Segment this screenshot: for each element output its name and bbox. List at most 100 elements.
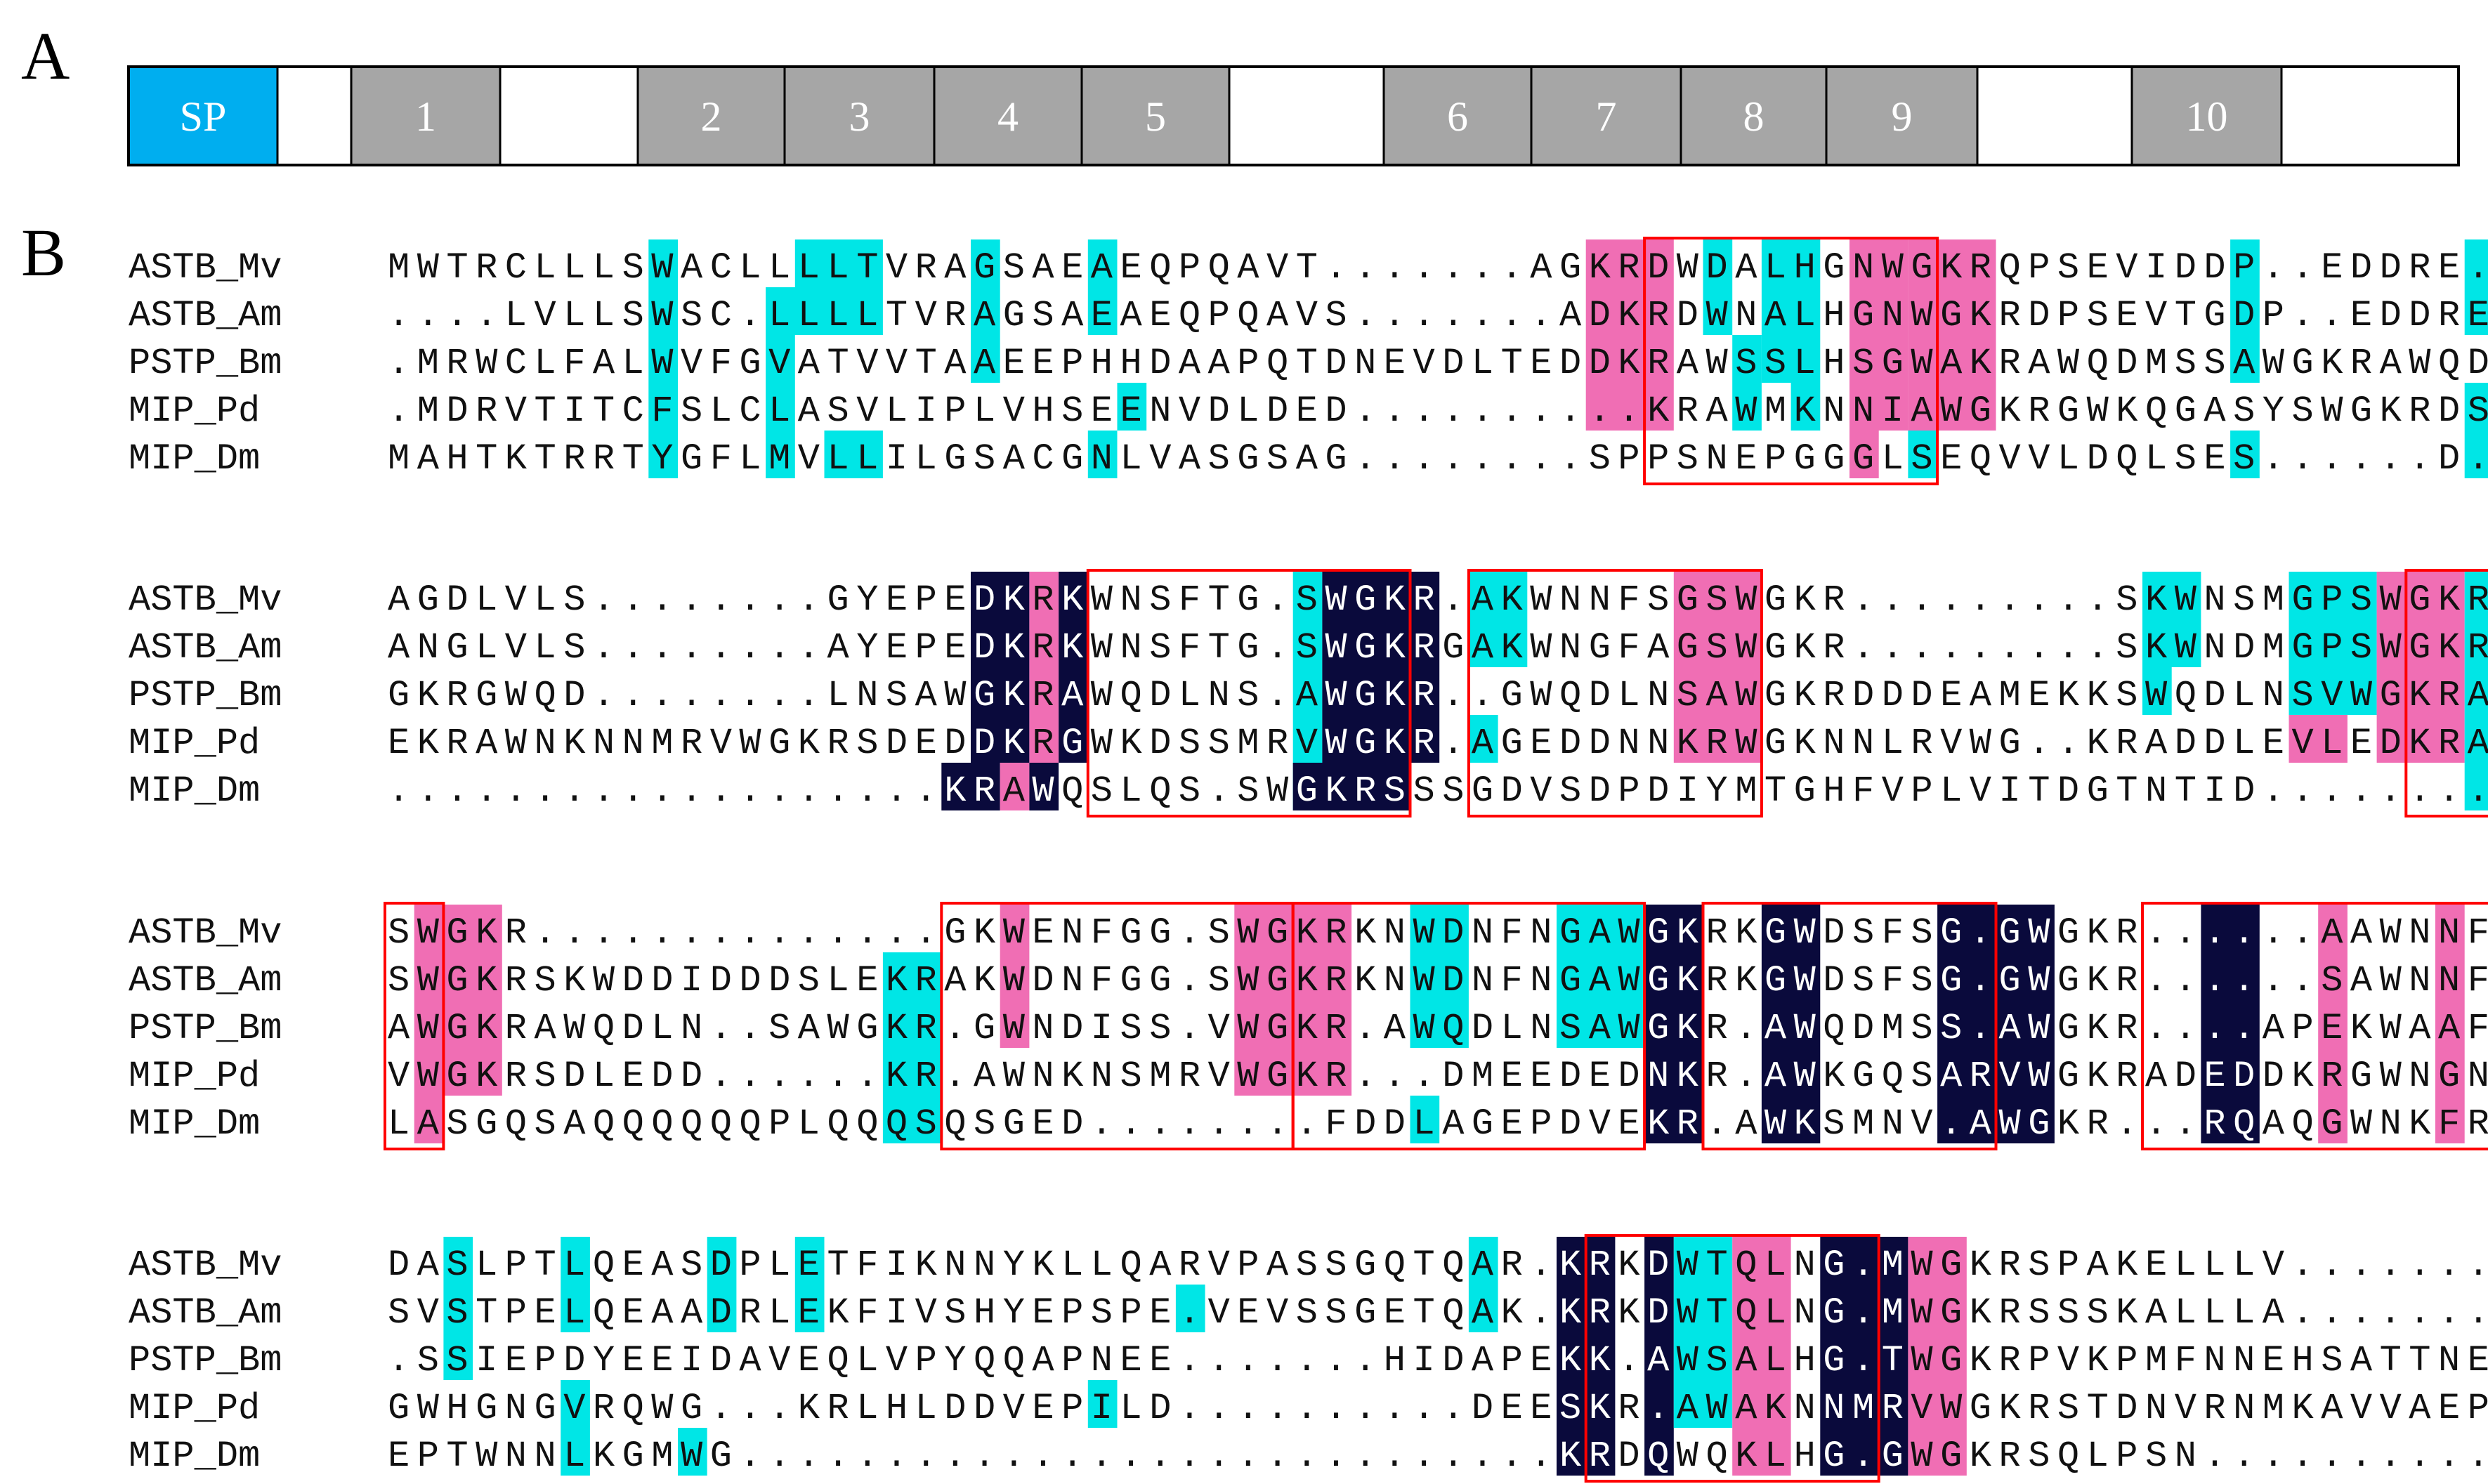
residue-highlight <box>1849 431 1879 478</box>
sequence-alignment: ASTB_Mv MWTRCLLLSWACLLLLTVRAGSAEAEQPQAVT.… <box>129 237 2488 1483</box>
residue-highlight <box>794 239 883 287</box>
motif-box <box>1291 902 1646 1150</box>
residue-highlight <box>1732 335 1762 383</box>
residue-highlight <box>414 952 502 1000</box>
residue-highlight <box>1673 715 1762 763</box>
identical-residue: G <box>1882 1436 1904 1477</box>
residue-highlight <box>971 667 1030 715</box>
identical-residue: W <box>2028 912 2050 954</box>
identical-residue: G <box>1764 960 1786 1002</box>
residue-highlight <box>1644 1332 1674 1380</box>
identical-residue: G <box>1354 627 1376 669</box>
sequence-residues: DASLPTLQEASDPLETFIKNNYKLLQARVPASSGQTQAR.… <box>388 1245 2488 1286</box>
identical-residue: . <box>2233 912 2255 954</box>
residue-highlight <box>1761 239 1821 287</box>
residue-highlight <box>2201 1096 2260 1143</box>
identical-residue: G <box>1823 1436 1845 1477</box>
residue-highlight <box>2435 1096 2465 1143</box>
identical-residue: K <box>1589 1340 1611 1381</box>
identical-residue: G <box>1354 723 1376 764</box>
identical-residue: S <box>1940 1008 1962 1049</box>
residue-highlight <box>1820 1332 1908 1380</box>
identical-residue: W <box>2028 1056 2050 1097</box>
residue-highlight <box>2318 952 2348 1000</box>
identical-residue: W <box>1325 675 1347 716</box>
residue-highlight <box>1322 715 1440 763</box>
residue-highlight <box>1673 1237 1733 1285</box>
residue-highlight <box>1029 572 1059 619</box>
identical-residue: K <box>1677 960 1699 1002</box>
residue-highlight <box>1849 287 1908 335</box>
residue-highlight <box>2464 383 2488 431</box>
identical-residue: K <box>1559 1436 1582 1477</box>
residue-highlight <box>971 619 1030 667</box>
identical-residue: D <box>974 579 995 621</box>
identical-residue: . <box>1647 1388 1669 1429</box>
residue-highlight <box>2435 1000 2465 1048</box>
residue-highlight <box>2464 572 2488 619</box>
residue-highlight <box>648 383 678 431</box>
sequence-name: ASTB_Mv <box>129 579 282 621</box>
residue-highlight <box>1117 383 1147 431</box>
residue-highlight <box>1761 1048 1821 1096</box>
residue-highlight <box>1761 335 1821 383</box>
sequence-name: MIP_Pd <box>129 1388 260 1429</box>
identical-residue: R <box>1413 627 1435 669</box>
motif-box <box>1584 1234 1880 1483</box>
identical-residue: . <box>2204 912 2225 954</box>
residue-highlight <box>1322 572 1440 619</box>
identical-residue: K <box>1794 1103 1816 1145</box>
residue-highlight <box>1468 619 1528 667</box>
identical-residue: W <box>1325 723 1347 764</box>
residue-highlight <box>1585 383 1674 431</box>
residue-highlight <box>1761 1000 1821 1048</box>
residue-highlight <box>2289 572 2377 619</box>
residue-highlight <box>678 1428 707 1476</box>
identical-residue: N <box>1823 1388 1845 1429</box>
identical-residue: R <box>1354 770 1376 812</box>
residue-highlight <box>648 431 678 478</box>
residue-highlight <box>766 335 795 383</box>
identical-residue: . <box>2233 1008 2255 1049</box>
sequence-name: ASTB_Am <box>129 1292 282 1334</box>
sequence-name: ASTB_Mv <box>129 247 282 289</box>
residue-highlight <box>1468 1237 1498 1285</box>
residue-highlight <box>2376 619 2465 667</box>
residue-highlight <box>2289 667 2377 715</box>
sequence-name: PSTP_Bm <box>129 1340 282 1381</box>
residue-highlight <box>1087 239 1118 287</box>
identical-residue: M <box>1882 1245 1904 1286</box>
residue-highlight <box>1820 1428 1908 1476</box>
motif-box <box>1701 902 1998 1150</box>
identical-residue: A <box>1647 1340 1670 1381</box>
identical-residue: D <box>1647 1292 1669 1334</box>
residue-highlight <box>561 1380 590 1428</box>
residue-highlight <box>1557 1000 1645 1048</box>
residue-highlight <box>1644 905 1703 952</box>
residue-highlight <box>1029 763 1059 810</box>
residue-highlight <box>1585 335 1674 383</box>
residue-highlight <box>1059 572 1088 619</box>
identical-residue: M <box>1882 1292 1904 1334</box>
identical-residue: K <box>1559 1340 1582 1381</box>
residue-highlight <box>1673 667 1762 715</box>
segment-label: 6 <box>1447 93 1468 140</box>
identical-residue: K <box>1061 627 1084 669</box>
identical-residue: W <box>1032 770 1054 812</box>
segment-label: 8 <box>1743 93 1764 140</box>
residue-highlight <box>1732 1380 1791 1428</box>
residue-highlight <box>1908 1332 1967 1380</box>
residue-highlight <box>1644 1096 1703 1143</box>
identical-residue: R <box>1413 579 1435 621</box>
residue-highlight <box>1059 667 1088 715</box>
identical-residue: W <box>1794 1056 1816 1097</box>
residue-highlight <box>971 335 1000 383</box>
residue-highlight <box>2376 667 2465 715</box>
identical-residue: A <box>1764 1056 1787 1097</box>
residue-highlight <box>2464 619 2488 667</box>
residue-highlight <box>1673 1285 1733 1332</box>
residue-highlight <box>794 1285 825 1332</box>
identical-residue: A <box>1970 1103 1992 1145</box>
residue-highlight <box>1644 1285 1674 1332</box>
